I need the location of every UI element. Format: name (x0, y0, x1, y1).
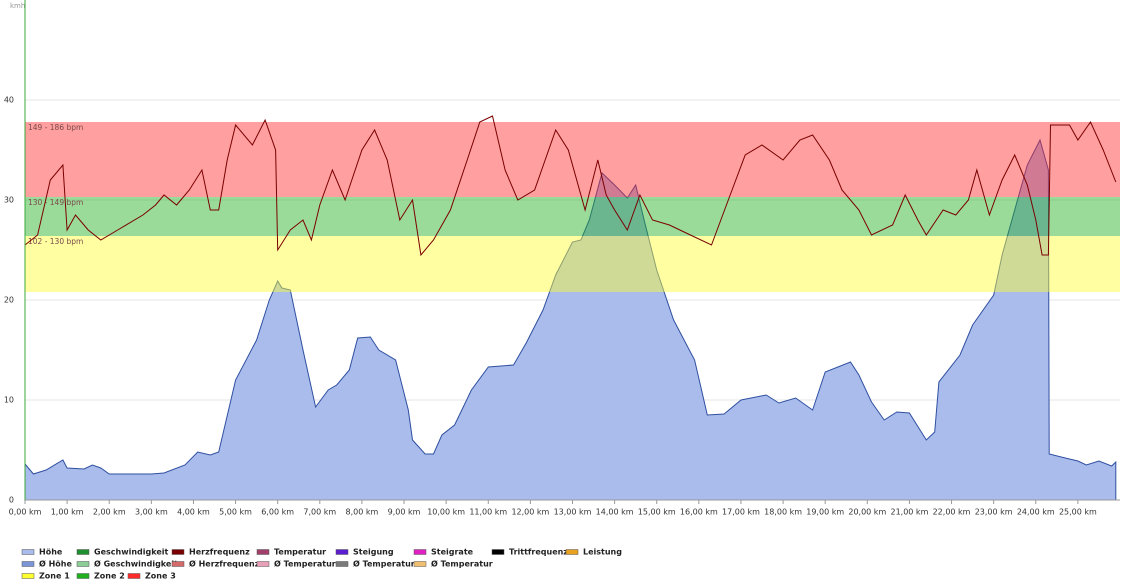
legend-label: Ø Höhe (39, 559, 72, 569)
legend-label: Höhe (39, 548, 63, 557)
legend-label: Zone 3 (145, 572, 176, 581)
x-tick-label: 10,00 km (427, 508, 465, 517)
legend-label: Ø Temperatur (353, 559, 415, 569)
legend-label: Steigung (353, 548, 394, 557)
legend-swatch (21, 573, 35, 579)
area (24, 138, 1117, 501)
x-tick-label: 23,00 km (975, 508, 1013, 517)
x-tick-label: 7,00 km (303, 508, 336, 517)
x-tick-label: 13,00 km (554, 508, 592, 517)
y-tick-label: 30 (4, 196, 14, 205)
x-tick-label: 4,00 km (177, 508, 210, 517)
legend-swatch (76, 573, 90, 579)
x-tick-label: 18,00 km (764, 508, 802, 517)
legend-swatch (256, 561, 270, 567)
x-tick-label: 5,00 km (219, 508, 252, 517)
legend-swatch (21, 549, 35, 555)
x-tick-label: 17,00 km (722, 508, 760, 517)
legend-swatch (127, 573, 141, 579)
legend-label: Zone 2 (94, 572, 125, 581)
legend-label: Ø Herzfrequenz (189, 559, 260, 569)
zone-label: 102 - 130 bpm (28, 237, 83, 246)
x-tick-label: 2,00 km (93, 508, 126, 517)
x-tick-label: 15,00 km (638, 508, 676, 517)
legend-swatch (256, 549, 270, 555)
zone-band (25, 197, 1120, 236)
legend-swatch (565, 549, 579, 555)
zone-label: 149 - 186 bpm (28, 123, 83, 132)
x-tick-label: 1,00 km (51, 508, 84, 517)
x-tick-label: 22,00 km (933, 508, 971, 517)
legend-label: Ø Temperatur (431, 559, 493, 569)
x-tick-label: 19,00 km (806, 508, 844, 517)
legend-label: Steigrate (431, 548, 474, 557)
legend-label: Ø Geschwindigkeit (94, 559, 178, 569)
legend-label: Geschwindigkeit (94, 548, 168, 557)
legend-swatch (491, 549, 505, 555)
zone-label: 130 - 149 bpm (28, 198, 83, 207)
legend-label: Leistung (583, 548, 622, 557)
zone-band (25, 122, 1120, 197)
x-tick-label: 14,00 km (596, 508, 634, 517)
y-tick-label: 40 (4, 96, 14, 105)
legend-swatch (413, 561, 427, 567)
zone-band (25, 236, 1120, 292)
legend-swatch (413, 549, 427, 555)
x-tick-label: 0,00 km (9, 508, 42, 517)
legend-label: Herzfrequenz (189, 548, 250, 557)
x-tick-label: 16,00 km (680, 508, 718, 517)
x-tick-label: 9,00 km (388, 508, 421, 517)
legend-label: Ø Temperatur (274, 559, 336, 569)
x-tick-label: 3,00 km (135, 508, 168, 517)
x-tick-label: 12,00 km (511, 508, 549, 517)
x-tick-label: 25,00 km (1059, 508, 1097, 517)
x-tick-label: 6,00 km (261, 508, 294, 517)
x-tick-label: 24,00 km (1017, 508, 1055, 517)
legend-swatch (171, 549, 185, 555)
x-tick-label: 20,00 km (848, 508, 886, 517)
legend-swatch (335, 549, 349, 555)
y-axis-label: kmh (10, 2, 25, 10)
x-tick-label: 21,00 km (890, 508, 928, 517)
line (24, 115, 1117, 257)
legend-swatch (76, 561, 90, 567)
legend-label: Trittfrequenz (509, 548, 568, 557)
legend: Höhe Geschwindigkeit Herzfrequenz Temperatu… (21, 548, 622, 581)
legend-label: Temperatur (274, 548, 326, 557)
legend-swatch (76, 549, 90, 555)
legend-swatch (171, 561, 185, 567)
legend-swatch (21, 561, 35, 567)
legend-swatch (335, 561, 349, 567)
y-tick-label: 0 (9, 496, 14, 505)
y-tick-label: 20 (4, 296, 14, 305)
y-tick-label: 10 (4, 396, 14, 405)
x-tick-label: 11,00 km (469, 508, 507, 517)
x-tick-label: 8,00 km (346, 508, 379, 517)
legend-label: Zone 1 (39, 572, 70, 581)
